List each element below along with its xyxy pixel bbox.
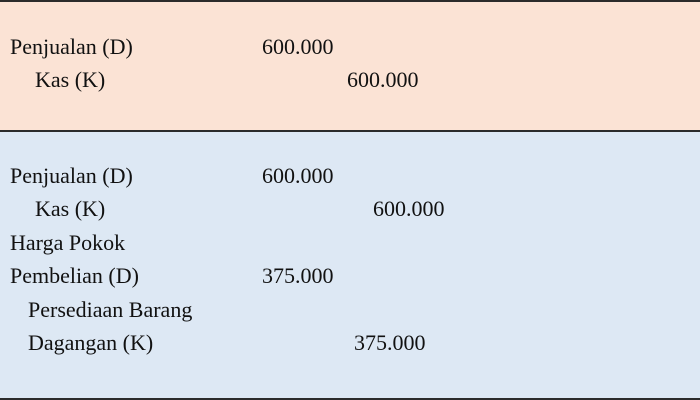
credit-amount: 600.000 bbox=[373, 196, 445, 221]
debit-account-label: Pembelian (D) bbox=[10, 263, 139, 288]
credit-account-label: Dagangan (K) bbox=[28, 330, 154, 355]
debit-amount: 600.000 bbox=[262, 163, 334, 188]
debit-account-label: Penjualan (D) bbox=[10, 163, 133, 188]
journal-panel-2: Penjualan (D) 600.000 Kas (K) 600.000 Ha… bbox=[0, 132, 700, 400]
credit-account-label: Kas (K) bbox=[35, 196, 106, 221]
debit-amount: 600.000 bbox=[262, 34, 334, 59]
debit-account-label: Penjualan (D) bbox=[10, 34, 133, 59]
credit-account-label: Persediaan Barang bbox=[28, 297, 193, 322]
debit-amount: 375.000 bbox=[262, 263, 334, 288]
credit-amount: 375.000 bbox=[354, 330, 426, 355]
credit-account-label: Kas (K) bbox=[35, 67, 106, 92]
debit-account-label: Harga Pokok bbox=[10, 230, 126, 255]
journal-panel-1: Penjualan (D) 600.000 Kas (K) 600.000 bbox=[0, 0, 700, 132]
credit-amount: 600.000 bbox=[347, 67, 419, 92]
